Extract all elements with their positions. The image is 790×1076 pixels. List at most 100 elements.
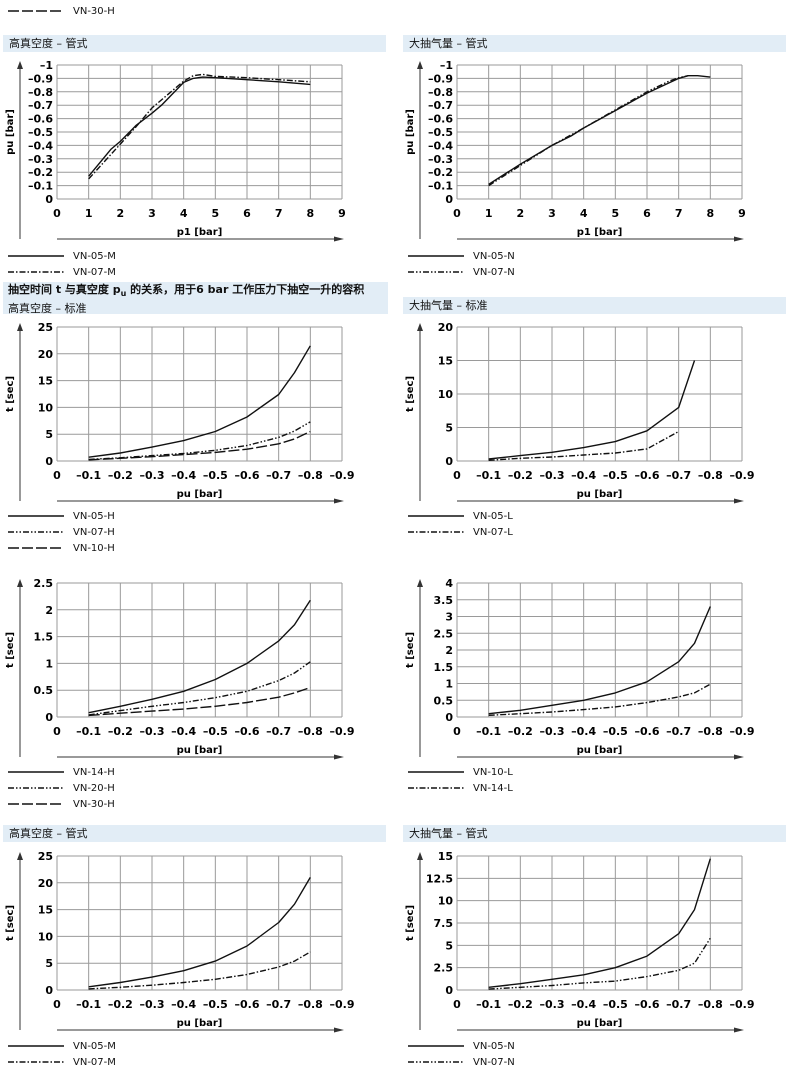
section-title-bar: 抽空时间 t 与真空度 pu 的关系，用于6 bar 工作压力下抽空一升的容积 … bbox=[3, 282, 388, 316]
y-tick-label: –0.7 bbox=[28, 99, 53, 112]
x-tick-label: –0.2 bbox=[108, 725, 133, 738]
legend-item: VN-07-N bbox=[408, 264, 515, 280]
x-tick-label: –0.1 bbox=[476, 998, 501, 1011]
x-axis-label: p1 [bar] bbox=[177, 227, 223, 238]
x-tick-label: –0.2 bbox=[508, 998, 533, 1011]
legend-label: VN-20-H bbox=[73, 782, 115, 794]
chart-svg: 0 –0.1 –0.2 –0.3 –0.4 –0.5 –0.6 –0.7 –0.8 –0.9 0 0.… bbox=[405, 577, 755, 760]
y-tick-label: 15 bbox=[438, 355, 453, 368]
chart-svg: 0 1 2 3 4 5 6 7 8 90–0.1–0.2–0.3–0.4–0.5–0.6–0.7–… bbox=[5, 59, 346, 242]
series-line-VN-05-M bbox=[88, 76, 311, 177]
x-tick-label: 3 bbox=[548, 207, 556, 220]
x-tick-label: –0.9 bbox=[330, 469, 355, 482]
x-tick-label: –0.7 bbox=[266, 998, 291, 1011]
legend-label: VN-05-L bbox=[473, 510, 513, 522]
chart-legend: VN-05-M VN-07-M bbox=[8, 248, 116, 280]
legend-item: VN-05-N bbox=[408, 248, 515, 264]
legend-item: VN-30-H bbox=[8, 3, 115, 19]
legend-label: VN-10-H bbox=[73, 542, 115, 554]
y-axis-label: pu [bar] bbox=[5, 109, 16, 155]
legend-label: VN-07-M bbox=[73, 1056, 116, 1068]
chart-legend: VN-10-L VN-14-L bbox=[408, 764, 513, 796]
y-tick-label: –0.4 bbox=[28, 139, 53, 152]
chart-legend: VN-14-H VN-20-H VN-30-H bbox=[8, 764, 115, 812]
chart-legend: VN-05-L VN-07-L bbox=[408, 508, 513, 540]
chart-legend: VN-05-M VN-07-M bbox=[8, 1038, 116, 1070]
y-tick-label: –0.9 bbox=[28, 72, 53, 85]
y-arrow-head bbox=[17, 579, 23, 587]
x-tick-label: –0.3 bbox=[540, 998, 565, 1011]
y-tick-label: 2.5 bbox=[34, 577, 54, 590]
legend-line-sample bbox=[8, 803, 64, 805]
x-tick-label: 0 bbox=[453, 725, 461, 738]
legend-item: VN-07-L bbox=[408, 524, 513, 540]
x-tick-label: –0.8 bbox=[698, 725, 723, 738]
y-tick-label: 1.5 bbox=[34, 631, 54, 644]
x-axis-label: p1 [bar] bbox=[577, 227, 623, 238]
section-title-subscript: u bbox=[120, 289, 127, 299]
y-tick-label: 2 bbox=[45, 604, 53, 617]
chart-1: 0 1 2 3 4 5 6 7 8 9 0 –0.1 –0.2 –0.3 –0.4 –0.5 –0.6 –0.7–… bbox=[0, 53, 390, 243]
series-line-VN-05-N bbox=[488, 858, 711, 988]
series-line-VN-14-L bbox=[488, 683, 711, 716]
y-tick-label: –0.8 bbox=[28, 86, 53, 99]
y-tick-label: 2 bbox=[445, 644, 453, 657]
x-tick-label: 9 bbox=[738, 207, 746, 220]
x-tick-label: 0 bbox=[453, 469, 461, 482]
x-tick-label: –0.5 bbox=[203, 469, 228, 482]
y-arrow-head bbox=[417, 852, 423, 860]
chart-6: 0 –0.1 –0.2 –0.3 –0.4 –0.5 –0.6 –0.7 –0.8 –0.9 0 0.… bbox=[400, 571, 790, 761]
x-tick-label: –0.2 bbox=[108, 469, 133, 482]
legend-line-sample bbox=[408, 531, 464, 533]
x-tick-label: –0.8 bbox=[698, 469, 723, 482]
chart-7: 0 –0.1 –0.2 –0.3 –0.4 –0.5 –0.6 –0.7 –0.8 –0.9 0 5 1… bbox=[0, 844, 390, 1034]
x-tick-label: –0.7 bbox=[266, 725, 291, 738]
y-tick-label: 25 bbox=[38, 850, 53, 863]
y-tick-label: 0 bbox=[45, 711, 53, 724]
y-tick-label: 1.5 bbox=[434, 661, 454, 674]
x-tick-label: –0.7 bbox=[266, 469, 291, 482]
legend-item: VN-07-N bbox=[408, 1054, 515, 1070]
x-tick-label: 8 bbox=[307, 207, 315, 220]
y-tick-label: 20 bbox=[38, 348, 54, 361]
x-tick-label: –0.2 bbox=[508, 469, 533, 482]
x-tick-label: –0.7 bbox=[666, 998, 691, 1011]
legend-item: VN-07-H bbox=[8, 524, 115, 540]
chart-legend: VN-05-H VN-07-H VN-10-H bbox=[8, 508, 115, 556]
x-axis-label: pu [bar] bbox=[177, 745, 223, 756]
series-line-VN-05-M bbox=[88, 877, 311, 988]
section-title-text: 抽空时间 t 与真空度 p bbox=[8, 283, 121, 296]
x-tick-label: 1 bbox=[85, 207, 93, 220]
y-tick-label: 7.5 bbox=[434, 917, 454, 930]
legend-line-sample bbox=[408, 271, 464, 273]
chart-header-r1-right: 大抽气量 – 管式 bbox=[403, 35, 786, 52]
x-tick-label: 7 bbox=[275, 207, 283, 220]
x-tick-label: 0 bbox=[453, 207, 461, 220]
x-tick-label: –0.9 bbox=[330, 725, 355, 738]
x-arrow-head bbox=[734, 1027, 744, 1033]
x-tick-label: –0.3 bbox=[540, 469, 565, 482]
chart-svg: 0 –0.1 –0.2 –0.3 –0.4 –0.5 –0.6 –0.7 –0.8 –0.9 0 5 1… bbox=[405, 321, 755, 504]
x-tick-label: –0.8 bbox=[298, 998, 323, 1011]
x-tick-label: 8 bbox=[707, 207, 715, 220]
y-tick-label: –0.3 bbox=[28, 153, 53, 166]
legend-label: VN-05-M bbox=[73, 1040, 116, 1052]
y-tick-label: –0.1 bbox=[428, 180, 453, 193]
chart-3: 0 –0.1 –0.2 –0.3 –0.4 –0.5 –0.6 –0.7 –0.8 –0.9 0 5 1… bbox=[0, 315, 390, 505]
legend-line-sample bbox=[408, 771, 464, 773]
series-line-VN-05-H bbox=[88, 345, 311, 458]
y-tick-label: –0.8 bbox=[428, 86, 453, 99]
series-line-VN-10-L bbox=[488, 606, 711, 715]
y-tick-label: 1 bbox=[445, 678, 453, 691]
y-tick-label: –0.1 bbox=[28, 180, 53, 193]
x-tick-label: 4 bbox=[580, 207, 588, 220]
chart-header-r2-left: 高真空度 – 标准 bbox=[8, 302, 87, 316]
y-tick-label: 0 bbox=[445, 711, 453, 724]
legend-label: VN-05-N bbox=[473, 250, 515, 262]
x-tick-label: –0.9 bbox=[730, 998, 755, 1011]
x-tick-label: –0.4 bbox=[571, 998, 596, 1011]
y-tick-label: 0 bbox=[45, 193, 53, 206]
x-axis-label: pu [bar] bbox=[577, 489, 623, 500]
y-arrow-head bbox=[17, 852, 23, 860]
y-tick-label: –0.3 bbox=[428, 153, 453, 166]
